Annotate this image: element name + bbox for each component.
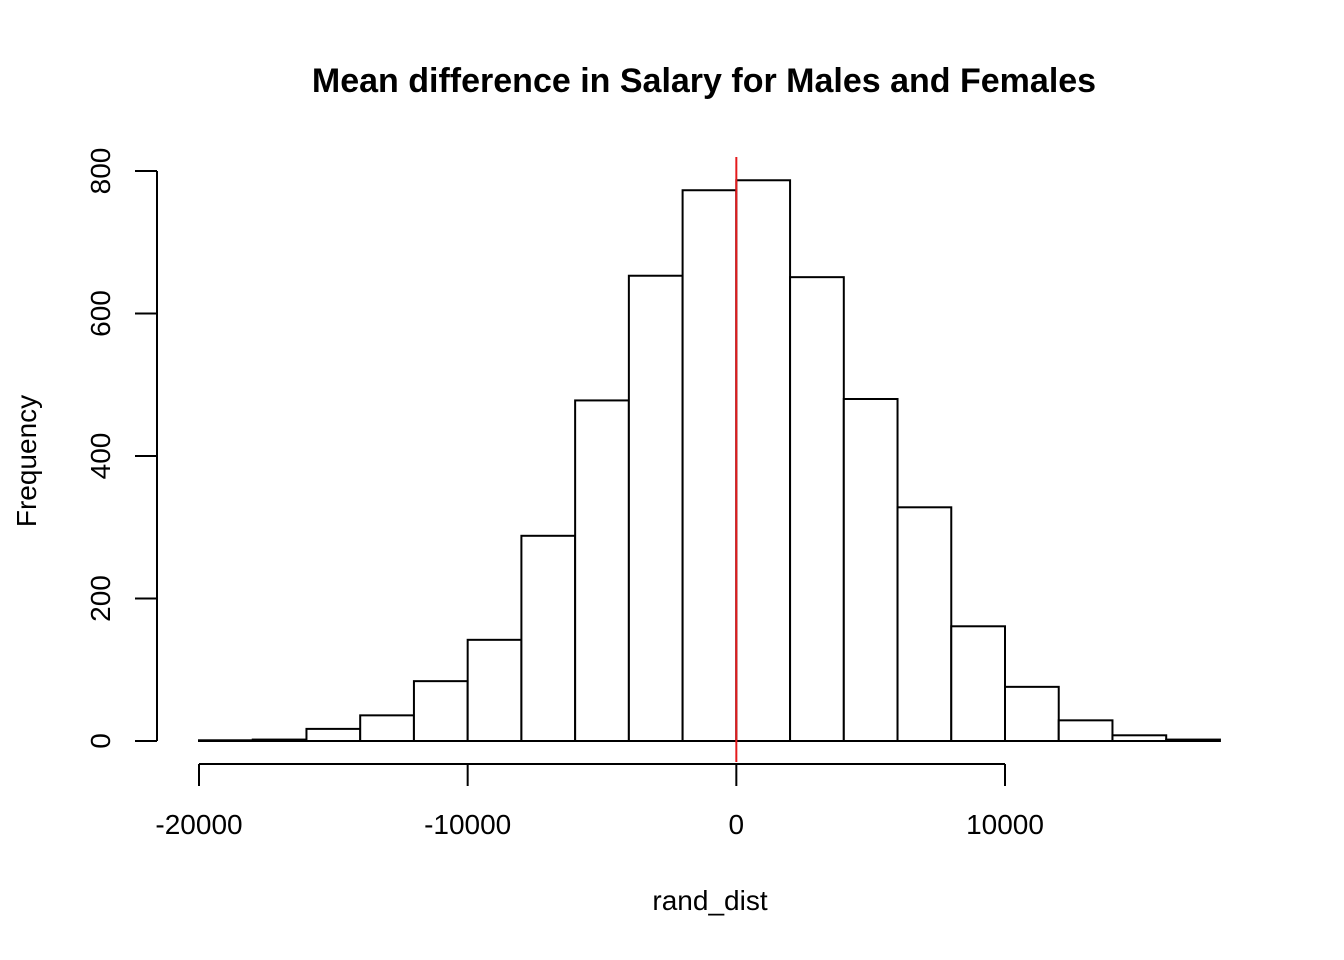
histogram-bar (412, 680, 469, 743)
histogram-bar (896, 506, 953, 742)
histogram-bar (520, 534, 577, 742)
histogram-bar (198, 739, 254, 742)
y-tick-label: 600 (85, 290, 116, 337)
y-axis-label: Frequency (11, 395, 42, 527)
chart-title: Mean difference in Salary for Males and … (312, 62, 1096, 100)
histogram-bar (627, 274, 684, 742)
histogram-bar (251, 738, 308, 743)
x-axis: -20000 -10000 0 10000 (155, 763, 1044, 840)
histogram-bar (574, 399, 630, 742)
histogram-bar (359, 714, 415, 742)
histogram-bar (1111, 734, 1168, 742)
histogram-bar (466, 638, 523, 743)
y-tick-label: 0 (85, 733, 116, 749)
x-tick-label: -20000 (155, 809, 242, 840)
y-tick-label: 400 (85, 433, 116, 480)
x-tick-label: 10000 (966, 809, 1044, 840)
x-tick-label: -10000 (424, 809, 511, 840)
histogram-bar (735, 179, 792, 742)
x-axis-label: rand_dist (652, 885, 767, 916)
y-axis: 0 200 400 600 800 (85, 148, 158, 749)
histogram-bar (842, 398, 899, 742)
histogram-bar (1165, 738, 1221, 743)
histogram-bar (305, 727, 362, 743)
y-tick-label: 800 (85, 148, 116, 195)
histogram-bar (1057, 719, 1114, 743)
histogram-bar (681, 189, 738, 743)
histogram-bar (789, 276, 845, 742)
histogram-bar (950, 625, 1006, 742)
x-tick-label: 0 (729, 809, 745, 840)
histogram-bar (1004, 685, 1060, 742)
histogram-bars (198, 179, 1221, 743)
y-tick-label: 200 (85, 575, 116, 622)
